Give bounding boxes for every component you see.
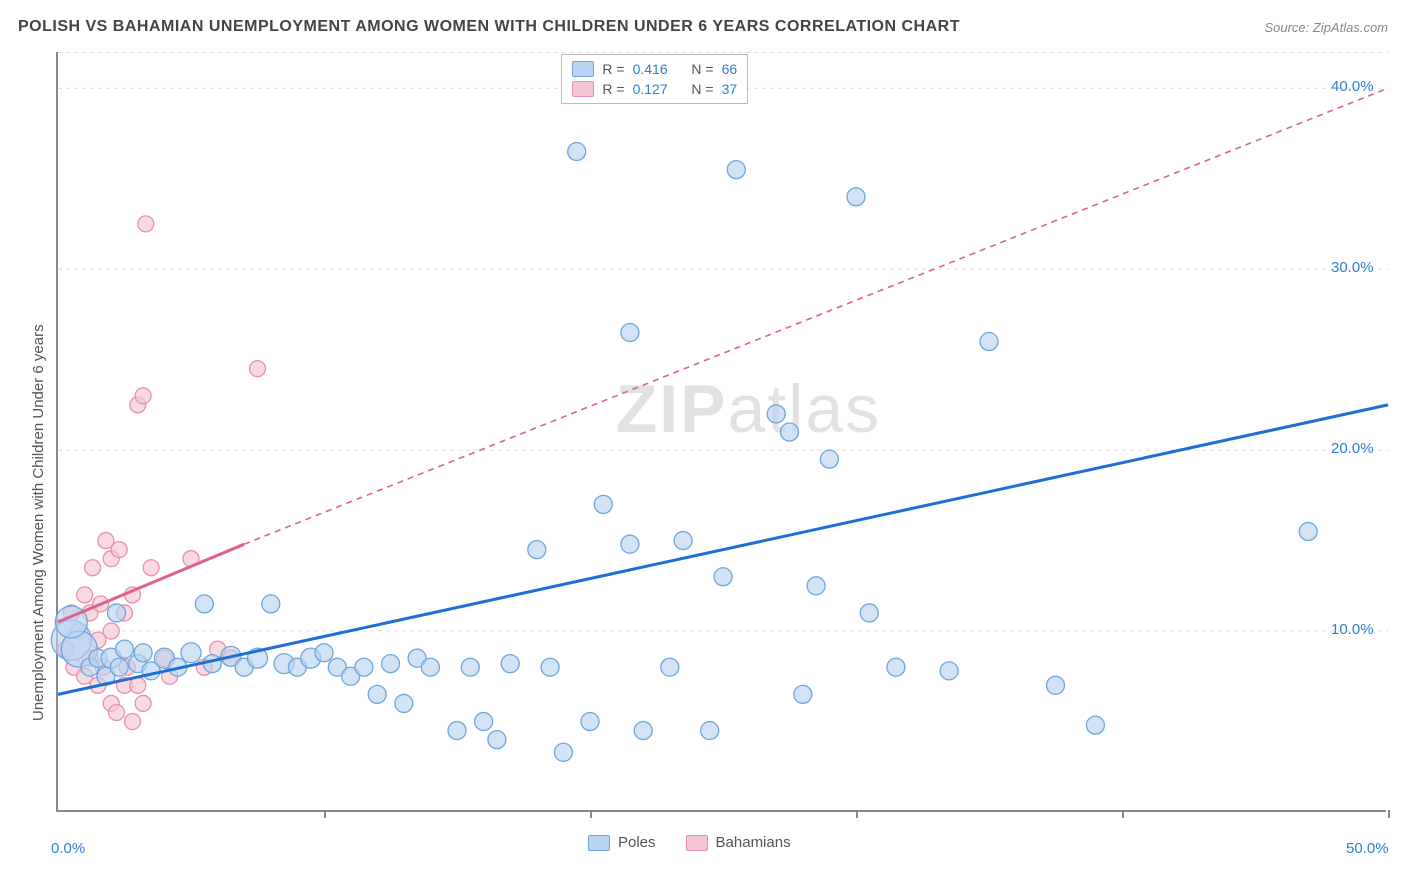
y-tick-label: 20.0% — [1331, 440, 1374, 457]
y-tick-label: 30.0% — [1331, 259, 1374, 276]
swatch-icon — [686, 835, 708, 851]
swatch-icon — [572, 81, 594, 97]
series-legend: Poles Bahamians — [588, 834, 791, 851]
swatch-icon — [588, 835, 610, 851]
stats-row: R = 0.416 N = 66 — [572, 59, 737, 79]
stats-row: R = 0.127 N = 37 — [572, 79, 737, 99]
stats-legend: R = 0.416 N = 66 R = 0.127 N = 37 — [561, 54, 748, 104]
plot-area: ZIPatlas — [56, 52, 1386, 812]
x-tick-label: 0.0% — [51, 840, 85, 857]
legend-item: Bahamians — [686, 834, 791, 851]
chart-svg — [58, 52, 1388, 812]
swatch-icon — [572, 61, 594, 77]
y-axis-label: Unemployment Among Women with Children U… — [30, 324, 47, 721]
chart-title: POLISH VS BAHAMIAN UNEMPLOYMENT AMONG WO… — [18, 18, 960, 36]
y-tick-label: 10.0% — [1331, 621, 1374, 638]
y-tick-label: 40.0% — [1331, 78, 1374, 95]
x-tick-label: 50.0% — [1346, 840, 1389, 857]
legend-item: Poles — [588, 834, 656, 851]
source-label: Source: ZipAtlas.com — [1264, 20, 1388, 35]
